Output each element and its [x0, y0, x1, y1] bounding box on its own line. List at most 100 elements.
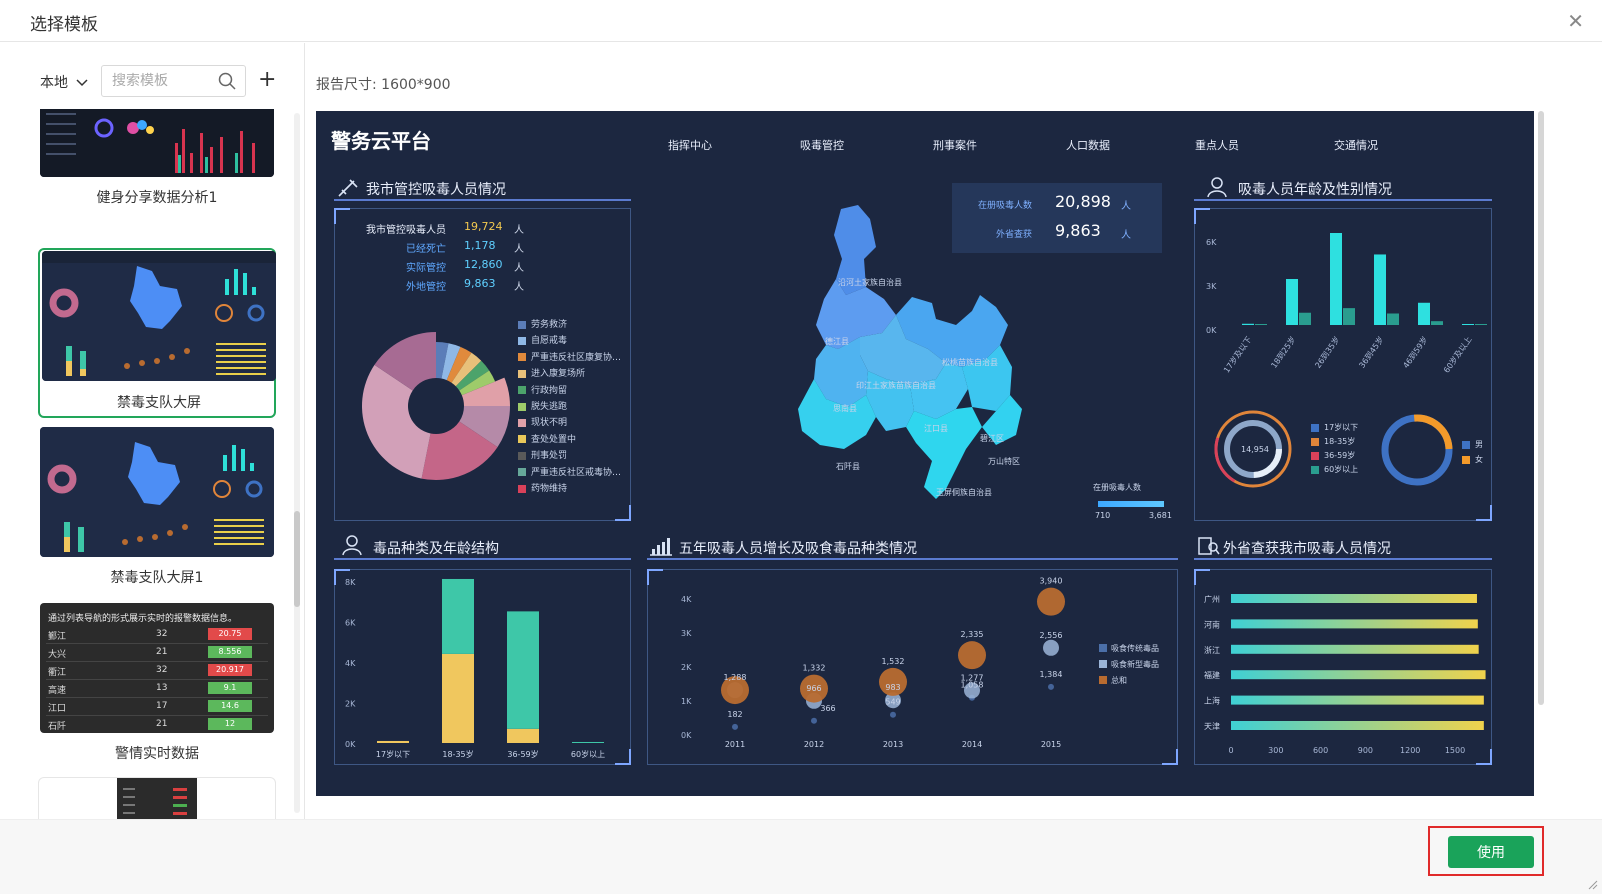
alert-row-divider — [46, 679, 268, 680]
template-card[interactable] — [38, 777, 276, 819]
y-tick-label: 6K — [345, 619, 356, 628]
bubble-label: 366 — [820, 704, 835, 713]
list-scrollbar-thumb[interactable] — [294, 511, 300, 607]
panel-frame — [334, 208, 631, 521]
resize-grip-icon[interactable] — [1586, 878, 1598, 890]
map-label: 江口县 — [924, 424, 948, 433]
alert-row-name: 高速 — [48, 686, 67, 696]
legend-swatch — [518, 353, 526, 362]
template-label: 健身分享数据分析1 — [96, 190, 218, 206]
y-tick-label: 福建 — [1204, 670, 1220, 680]
legend-swatch — [1099, 644, 1107, 652]
x-tick-label: 300 — [1268, 746, 1283, 755]
drug-bar — [377, 740, 409, 743]
y-tick-label: 4K — [345, 659, 356, 668]
scale-min: 710 — [1095, 511, 1111, 520]
thumbnail-table-image — [123, 788, 187, 815]
dialog-title: 选择模板 — [30, 15, 98, 35]
template-label: 警情实时数据 — [115, 746, 199, 762]
legend-item: 进入康复场所 — [518, 366, 585, 379]
search-icon[interactable] — [218, 72, 236, 90]
bubble-label: 966 — [806, 684, 821, 693]
close-icon[interactable]: ✕ — [1567, 9, 1584, 33]
divider — [1194, 558, 1492, 560]
preview-scrollbar[interactable] — [1538, 111, 1544, 705]
alert-row-name: 鄞江 — [48, 632, 67, 642]
legend-swatch — [518, 435, 526, 444]
stat-value: 12,860 — [464, 258, 503, 271]
y-tick-label: 2K — [345, 700, 356, 709]
stat-label: 在册吸毒人数 — [977, 201, 1032, 211]
template-card[interactable]: 禁毒支队大屏1 — [38, 425, 276, 595]
province-bar — [1231, 670, 1486, 680]
stat-unit: 人 — [514, 282, 524, 293]
legend-swatch — [518, 484, 526, 493]
stat-label: 外地管控 — [406, 282, 446, 293]
stat-value: 9,863 — [464, 277, 496, 290]
chevron-down-icon — [76, 79, 88, 87]
legend-item: 严重违反社区康复协… — [518, 350, 621, 363]
bubble-label: 2,556 — [1040, 631, 1063, 640]
x-tick-label: 2013 — [883, 740, 903, 749]
source-dropdown[interactable]: 本地 — [40, 72, 88, 92]
bubble-label: 1,332 — [803, 664, 826, 673]
template-card[interactable]: 健身分享数据分析1 — [38, 109, 276, 209]
alert-row-count: 17 — [156, 701, 168, 711]
drug-bar-chart: 8K 6K 4K 2K 0K 17岁以下 18-35岁 36-59岁 60岁以上 — [345, 578, 605, 759]
legend-label: 吸食传统毒品 — [1111, 643, 1159, 653]
panel-title: 毒品种类及年龄结构 — [373, 541, 499, 557]
stat-unit: 人 — [514, 263, 524, 274]
legend-label: 男 — [1475, 440, 1483, 449]
legend-label: 严重违反社区康复协… — [531, 352, 622, 363]
map-stats-box: 在册吸毒人数 20,898 人 外省查获 9,863 人 — [952, 183, 1162, 253]
stat-label: 已经死亡 — [406, 244, 446, 255]
age-bar — [1387, 313, 1399, 325]
x-tick-label: 2015 — [1041, 740, 1061, 749]
donut-slice — [451, 352, 482, 387]
stat-unit: 人 — [1121, 201, 1131, 212]
alert-row-value: 9.1 — [208, 682, 252, 694]
template-card-selected[interactable]: 禁毒支队大屏 — [38, 248, 276, 418]
map-label: 沿河土家族自治县 — [838, 278, 902, 287]
alert-row-value: 20.75 — [208, 628, 252, 640]
alert-row-value: 12 — [208, 718, 252, 730]
bubble — [964, 682, 980, 699]
bubble-label: 1,384 — [1040, 670, 1063, 679]
legend-label: 查处处置中 — [531, 434, 577, 445]
alert-row-value: 14.6 — [208, 700, 252, 712]
legend-label: 总和 — [1111, 675, 1127, 685]
y-tick-label: 广州 — [1204, 594, 1220, 604]
legend-label: 吸食新型毒品 — [1111, 659, 1159, 669]
alert-row-count: 32 — [156, 665, 168, 675]
list-scrollbar-track[interactable] — [294, 113, 300, 813]
legend-swatch — [1462, 456, 1470, 464]
x-tick-label: 0 — [1228, 746, 1233, 755]
alert-row-count: 21 — [156, 647, 168, 657]
stat-value: 19,724 — [464, 220, 503, 233]
age-bar — [1343, 308, 1355, 325]
add-template-button[interactable]: + — [258, 67, 277, 92]
alert-row-value: 20.917 — [208, 664, 252, 676]
stat-value: 9,863 — [1055, 221, 1101, 240]
bubble-label: 1,277 — [961, 673, 984, 682]
template-preview: 警务云平台 指挥中心 吸毒管控 刑事案件 人口数据 重点人员 交通情况 我市管控… — [316, 111, 1534, 796]
age-bar — [1330, 233, 1342, 325]
legend-label: 脱失逃跑 — [531, 402, 568, 412]
search-input[interactable] — [101, 65, 246, 97]
alert-table-title: 通过列表导航的形式展示实时的报警数据信息。 — [48, 614, 238, 624]
legend-item: 药物维持 — [518, 481, 567, 494]
use-button[interactable]: 使用 — [1448, 836, 1534, 868]
template-card[interactable]: 通过列表导航的形式展示实时的报警数据信息。 鄞江 32 20.75 大兴 21 8.556… — [38, 601, 276, 769]
panel-frame — [647, 569, 1178, 765]
x-tick-label: 36-59岁 — [507, 749, 538, 759]
legend-swatch — [518, 336, 526, 345]
x-tick-label: 2014 — [962, 740, 982, 749]
alert-row-name: 大兴 — [48, 650, 67, 660]
legend-item: 刑事处罚 — [518, 448, 567, 461]
x-tick-label: 60岁及以上 — [1441, 334, 1473, 374]
province-bar — [1231, 721, 1484, 730]
county-map — [798, 205, 1022, 499]
legend-swatch — [1311, 452, 1319, 460]
legend-swatch — [518, 320, 526, 329]
stat-unit: 人 — [514, 225, 524, 236]
